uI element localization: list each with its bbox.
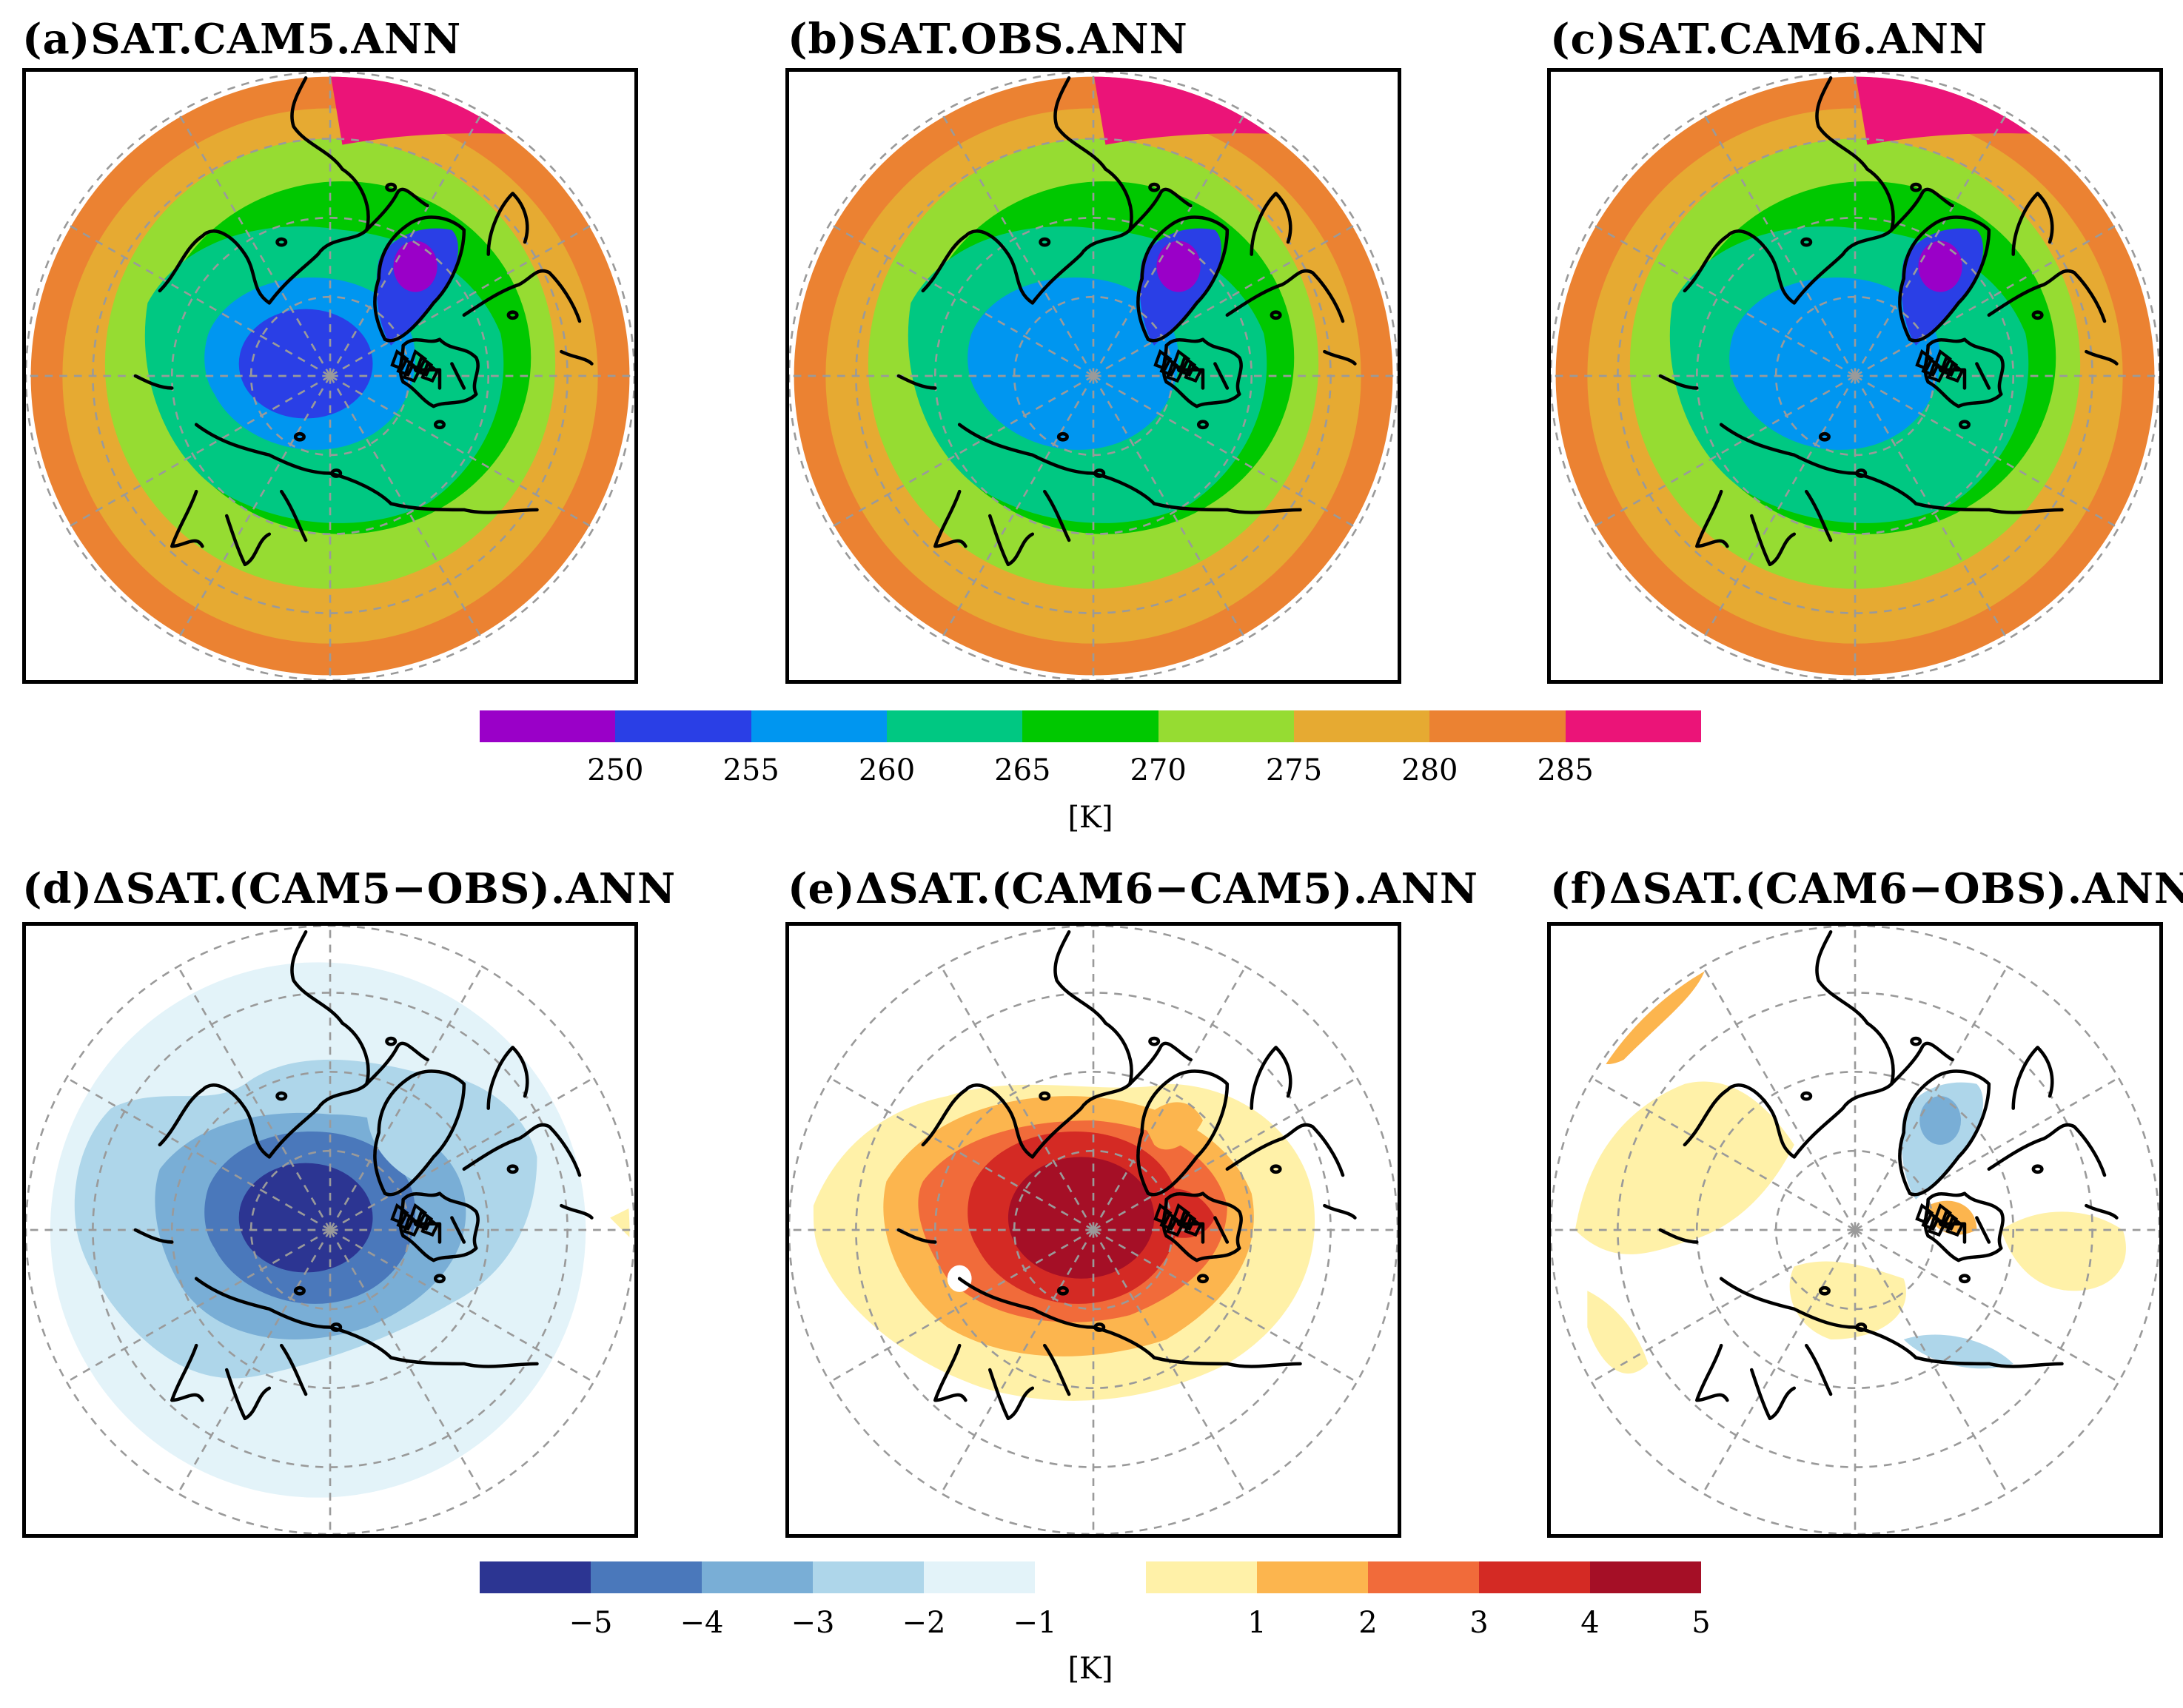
map-panel-c [1547, 68, 2163, 684]
colorbar-swatch [1158, 710, 1294, 742]
panel-title-b: (b)SAT.OBS.ANN [788, 15, 1188, 64]
colorbar-swatch [615, 710, 751, 742]
map-panel-d [22, 922, 638, 1538]
colorbar-absolute-unit: [K] [1067, 801, 1113, 835]
polar-map-c [1551, 72, 2159, 680]
colorbar-swatch [1293, 710, 1430, 742]
colorbar-tick-label: 4 [1580, 1606, 1600, 1640]
colorbar-tick-label: −4 [680, 1606, 724, 1640]
colorbar-swatch [702, 1561, 813, 1593]
colorbar-tick-label: 255 [722, 753, 779, 787]
panel-title-f: (f)ΔSAT.(CAM6−OBS).ANN [1550, 864, 2183, 913]
polar-map-b [789, 72, 1398, 680]
colorbar-swatch [813, 1561, 924, 1593]
colorbar-swatch [480, 1561, 591, 1593]
panel-title-e: (e)ΔSAT.(CAM6−CAM5).ANN [788, 864, 1479, 913]
colorbar-swatch [751, 710, 887, 742]
polar-map-e [789, 926, 1398, 1534]
polar-map-d [26, 926, 634, 1534]
colorbar-tick-label: −5 [569, 1606, 613, 1640]
panel-title-d: (d)ΔSAT.(CAM5−OBS).ANN [22, 864, 677, 913]
colorbar-swatch [1257, 1561, 1368, 1593]
colorbar-tick-label: −2 [902, 1606, 946, 1640]
map-panel-f [1547, 922, 2163, 1538]
colorbar-tick-label: 2 [1358, 1606, 1378, 1640]
colorbar-swatch [1022, 710, 1158, 742]
colorbar-swatch [1565, 710, 1701, 742]
colorbar-tick-label: 1 [1247, 1606, 1267, 1640]
colorbar-tick-label: 285 [1537, 753, 1594, 787]
colorbar-tick-label: 280 [1401, 753, 1458, 787]
colorbar-swatch [1479, 1561, 1590, 1593]
panel-title-c: (c)SAT.CAM6.ANN [1550, 15, 1988, 64]
colorbar-swatch [591, 1561, 702, 1593]
colorbar-swatch [1429, 710, 1566, 742]
colorbar-difference-unit: [K] [1067, 1652, 1113, 1686]
polar-map-f [1551, 926, 2159, 1534]
colorbar-swatch [1035, 1561, 1146, 1593]
panel-title-a: (a)SAT.CAM5.ANN [22, 15, 462, 64]
map-panel-a [22, 68, 638, 684]
polar-map-a [26, 72, 634, 680]
colorbar-swatch [886, 710, 1023, 742]
colorbar-tick-label: 250 [587, 753, 644, 787]
colorbar-swatch [1146, 1561, 1257, 1593]
colorbar-swatch [1368, 1561, 1479, 1593]
colorbar-swatch [1590, 1561, 1701, 1593]
colorbar-tick-label: 270 [1130, 753, 1187, 787]
map-panel-b [785, 68, 1401, 684]
colorbar-difference [480, 1561, 1701, 1593]
map-panel-e [785, 922, 1401, 1538]
colorbar-tick-label: 265 [994, 753, 1051, 787]
colorbar-swatch [924, 1561, 1035, 1593]
colorbar-tick-label: 3 [1469, 1606, 1489, 1640]
colorbar-tick-label: 260 [858, 753, 916, 787]
colorbar-tick-label: −3 [791, 1606, 835, 1640]
colorbar-tick-label: −1 [1013, 1606, 1057, 1640]
colorbar-absolute [480, 710, 1701, 742]
colorbar-tick-label: 275 [1265, 753, 1323, 787]
colorbar-swatch [480, 710, 616, 742]
colorbar-tick-label: 5 [1691, 1606, 1711, 1640]
